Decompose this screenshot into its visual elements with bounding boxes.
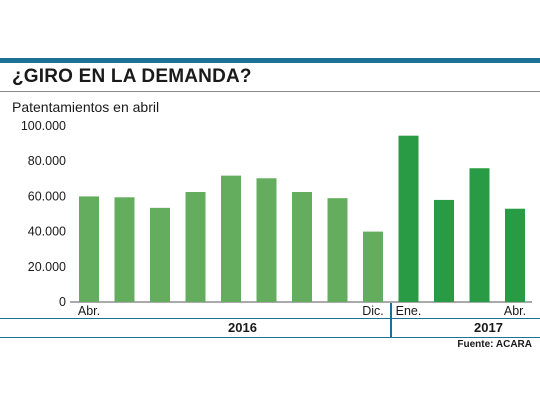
top-rule xyxy=(0,58,540,63)
chart-subtitle: Patentamientos en abril xyxy=(12,99,160,115)
bar-8 xyxy=(363,231,383,302)
x-tick-label: Dic. xyxy=(362,304,384,318)
bar-6 xyxy=(292,192,312,302)
bar-2 xyxy=(150,207,170,302)
source-note: Fuente: ACARA xyxy=(457,339,532,350)
y-tick-label: 60.000 xyxy=(28,189,66,203)
x-tick-label: Abr. xyxy=(78,304,100,318)
year-label-2017: 2017 xyxy=(474,320,503,335)
y-tick-label: 0 xyxy=(59,295,66,309)
bar-7 xyxy=(327,198,348,302)
title-divider xyxy=(0,91,540,92)
y-tick-label: 80.000 xyxy=(28,154,66,168)
bar-4 xyxy=(221,175,241,302)
year-band xyxy=(0,318,540,338)
bar-5 xyxy=(256,178,277,302)
year-label-2016: 2016 xyxy=(228,320,257,335)
bar-10 xyxy=(434,199,454,302)
year-separator xyxy=(390,303,392,338)
bar-9 xyxy=(398,135,419,302)
chart-title: ¿GIRO EN LA DEMANDA? xyxy=(12,66,252,87)
bar-11 xyxy=(469,168,490,302)
y-tick-label: 40.000 xyxy=(28,225,66,239)
y-tick-label: 100.000 xyxy=(21,119,66,133)
bar-chart: 0 20.000 40.000 60.000 80.000 100.000 Abr. Dic.… xyxy=(21,119,532,318)
bar-0 xyxy=(79,196,99,302)
y-tick-label: 20.000 xyxy=(28,260,66,274)
bar-1 xyxy=(114,197,135,302)
bar-3 xyxy=(185,192,206,302)
x-tick-label: Abr. xyxy=(504,304,526,318)
x-tick-label: Ene. xyxy=(396,304,422,318)
bar-12 xyxy=(505,208,525,302)
